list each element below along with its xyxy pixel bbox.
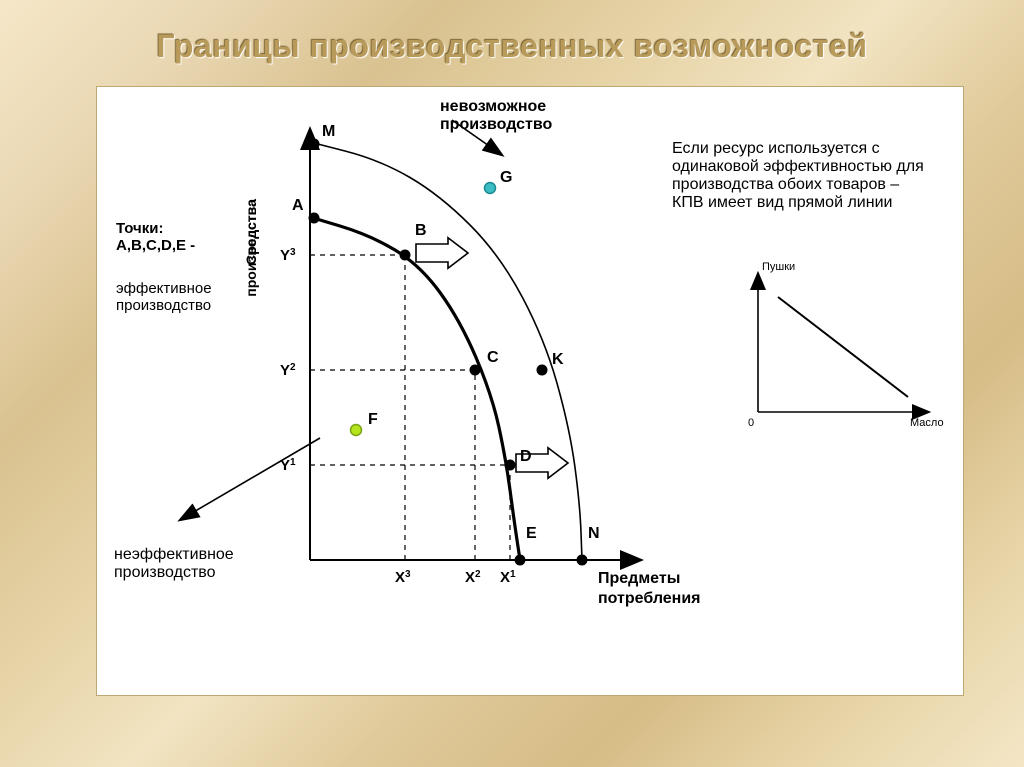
svg-text:0: 0 xyxy=(748,417,754,429)
caption-efficient: эффективное производство xyxy=(116,280,212,314)
svg-text:A: A xyxy=(292,197,304,214)
caption-inefficient: неэффективное производство xyxy=(114,546,234,582)
svg-text:E: E xyxy=(526,525,537,542)
svg-text:Y2: Y2 xyxy=(280,362,296,380)
svg-text:C: C xyxy=(487,349,499,366)
svg-text:производства: производства xyxy=(243,199,259,297)
svg-text:G: G xyxy=(500,169,512,186)
svg-text:X2: X2 xyxy=(465,569,481,587)
caption-points-list: Точки: A,B,C,D,E - xyxy=(116,220,195,254)
svg-text:D: D xyxy=(520,448,532,465)
svg-text:Y3: Y3 xyxy=(280,247,296,265)
svg-text:F: F xyxy=(368,411,378,428)
svg-text:B: B xyxy=(415,222,427,239)
svg-text:Пушки: Пушки xyxy=(762,261,795,273)
svg-text:Масло: Масло xyxy=(910,417,944,429)
slide: Границы производственных возможностей Пр… xyxy=(0,0,1024,767)
svg-text:X1: X1 xyxy=(500,569,516,587)
caption-impossible: невозможное производство xyxy=(440,98,552,134)
svg-text:потребления: потребления xyxy=(598,590,701,607)
svg-text:N: N xyxy=(588,525,600,542)
svg-text:M: M xyxy=(322,123,335,140)
caption-note: Если ресурс используется с одинаковой эф… xyxy=(672,140,924,212)
svg-text:Предметы: Предметы xyxy=(598,570,680,587)
svg-text:K: K xyxy=(552,351,564,368)
svg-text:X3: X3 xyxy=(395,569,411,587)
